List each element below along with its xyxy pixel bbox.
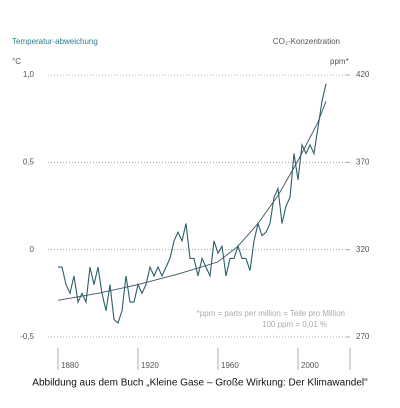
y2-label: CO₂-Konzentration [273,37,340,46]
y2-tick-label: 320 [356,245,370,254]
x-tick-label: 1960 [221,361,239,370]
caption: Abbildung aus dem Buch „Kleine Gase – Gr… [32,378,368,389]
annotation: *ppm = parts per million = Teile pro Mil… [197,309,345,318]
y-unit: °C [12,57,21,66]
x-tick-label: 1920 [141,361,159,370]
y-tick-label: -0,5 [20,332,34,341]
y2-unit: ppm* [330,57,349,66]
x-tick-label: 2000 [301,361,319,370]
y-tick-label: 0 [30,245,35,254]
y-label: Temperatur-abweichung [12,37,98,46]
y-tick-label: 1,0 [23,70,35,79]
y2-tick-label: 370 [356,157,370,166]
y2-tick-label: 270 [356,332,370,341]
data-line [58,83,327,324]
y-tick-label: 0,5 [23,157,35,166]
data-line [57,101,327,301]
x-tick-label: 1880 [61,361,79,370]
annotation: 100 ppm = 0,01 % [262,320,327,329]
y2-tick-label: 420 [356,70,370,79]
